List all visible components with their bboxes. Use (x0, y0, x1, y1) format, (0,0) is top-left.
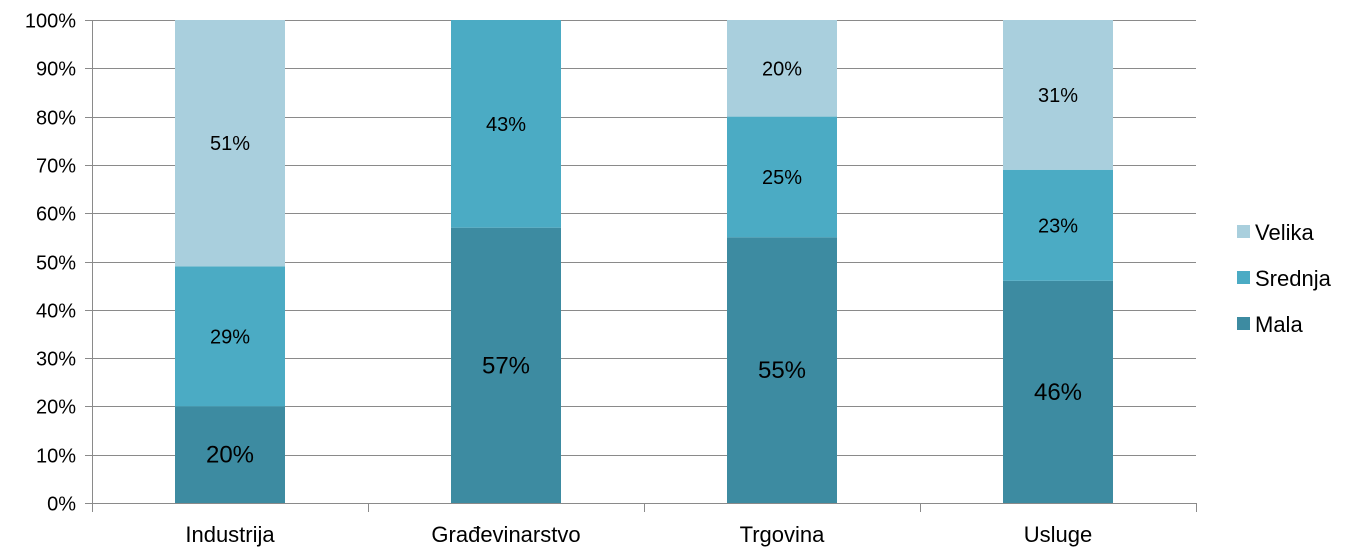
data-label: 55% (758, 357, 806, 384)
y-tick-label: 90% (36, 59, 76, 81)
y-tick-label: 80% (36, 108, 76, 130)
bar-segment-srednja (175, 266, 285, 407)
y-tick-label: 20% (36, 397, 76, 419)
data-label: 23% (1038, 215, 1078, 237)
y-tick-label: 70% (36, 156, 76, 178)
data-label: 20% (206, 442, 254, 469)
y-axis: 0% 10% 20% 30% 40% 50% 60% 70% 80% 90% 100% (25, 11, 93, 516)
x-axis: Industrija Građevinarstvo Trgovina Usluge (92, 503, 1197, 547)
y-tick-label: 10% (36, 446, 76, 468)
data-label: 20% (762, 58, 802, 80)
data-label: 51% (210, 133, 250, 155)
bar-segment-srednja (727, 116, 837, 238)
x-category-label: Trgovina (740, 522, 826, 547)
x-category-label: Usluge (1024, 522, 1092, 547)
bar-segment-mala (175, 406, 285, 503)
bar-segment-srednja (451, 20, 561, 228)
bar-segment-mala (727, 237, 837, 503)
y-tick-label: 30% (36, 349, 76, 371)
x-category-label: Industrija (185, 522, 275, 547)
bar-segment-srednja (1003, 169, 1113, 281)
data-label: 25% (762, 167, 802, 189)
bar-segment-mala (451, 227, 561, 503)
data-label: 29% (210, 326, 250, 348)
legend: Velika Srednja Mala (1237, 220, 1332, 337)
data-label: 43% (486, 114, 526, 136)
y-tick-label: 0% (47, 494, 76, 516)
legend-label-velika: Velika (1255, 220, 1314, 245)
bar-segment-velika (727, 20, 837, 117)
data-label: 31% (1038, 85, 1078, 107)
y-tick-label: 100% (25, 11, 76, 33)
data-label: 46% (1034, 379, 1082, 406)
legend-swatch-srednja (1237, 271, 1250, 284)
data-label: 57% (482, 352, 530, 379)
legend-label-mala: Mala (1255, 312, 1303, 337)
legend-label-srednja: Srednja (1255, 266, 1332, 291)
bar-segment-velika (175, 20, 285, 267)
bars: 20% 29% 51% 57% 43% 55% 25% 20% 46% 23% 31% (175, 20, 1113, 503)
y-tick-label: 40% (36, 301, 76, 323)
y-tick-label: 50% (36, 253, 76, 275)
legend-swatch-velika (1237, 225, 1250, 238)
bar-segment-mala (1003, 280, 1113, 503)
legend-swatch-mala (1237, 317, 1250, 330)
bar-segment-velika (1003, 20, 1113, 170)
x-category-label: Građevinarstvo (431, 522, 580, 547)
y-tick-label: 60% (36, 204, 76, 226)
